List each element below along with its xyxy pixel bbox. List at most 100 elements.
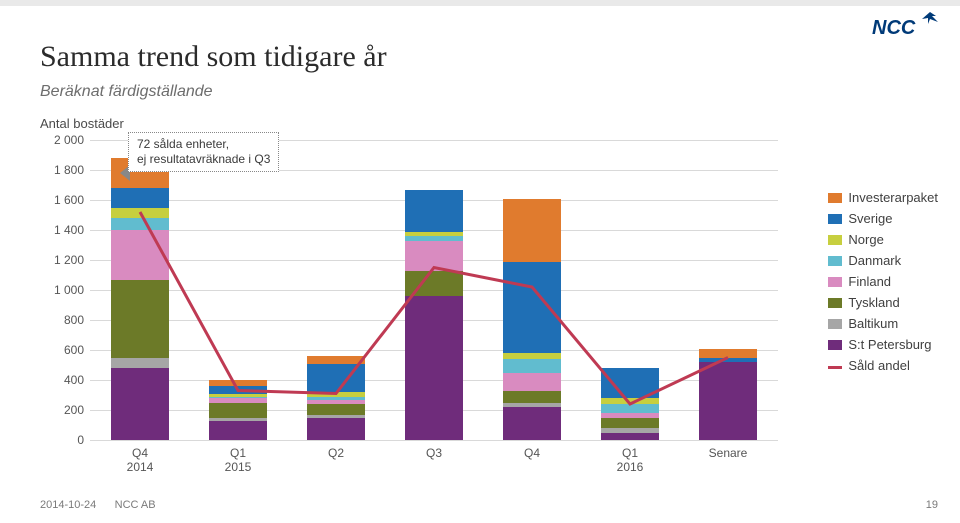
bar-segment-stpetersburg (209, 421, 267, 441)
bar-segment-stpetersburg (307, 418, 365, 441)
y-tick-label: 1 200 (40, 253, 84, 267)
bar-segment-investerarpaket (699, 349, 757, 358)
legend-swatch (828, 340, 842, 350)
y-tick-label: 1 600 (40, 193, 84, 207)
bar-segment-baltikum (307, 415, 365, 418)
legend-label: Investerarpaket (848, 190, 938, 205)
legend-label: Baltikum (848, 316, 898, 331)
legend-item: S:t Petersburg (828, 337, 938, 352)
legend-swatch (828, 319, 842, 329)
y-tick-label: 2 000 (40, 133, 84, 147)
callout-line2: ej resultatavräknade i Q3 (137, 152, 270, 167)
plot-area (90, 140, 778, 440)
ncc-logo: NCC (872, 10, 942, 45)
bar-segment-danmark (307, 397, 365, 400)
y-tick-label: 1 400 (40, 223, 84, 237)
legend-item: Finland (828, 274, 938, 289)
svg-text:NCC: NCC (872, 17, 916, 39)
legend-label: S:t Petersburg (848, 337, 931, 352)
bar-segment-norge (503, 353, 561, 359)
bar-segment-finland (405, 241, 463, 271)
y-tick-label: 400 (40, 373, 84, 387)
legend-label: Finland (848, 274, 891, 289)
bar-segment-finland (111, 230, 169, 280)
legend-label: Danmark (848, 253, 901, 268)
bar-segment-danmark (405, 236, 463, 241)
bar-segment-danmark (503, 359, 561, 373)
legend-swatch (828, 256, 842, 266)
bar-segment-tyskland (503, 391, 561, 403)
bar-segment-stpetersburg (601, 433, 659, 441)
x-tick-label: Q4 (483, 446, 581, 460)
bar-segment-finland (503, 373, 561, 391)
legend-item: Danmark (828, 253, 938, 268)
bar-segment-danmark (111, 218, 169, 230)
bar-segment-finland (307, 400, 365, 405)
page-number: 19 (926, 499, 938, 511)
legend-swatch (828, 298, 842, 308)
x-tick-label: Q12016 (581, 446, 679, 475)
legend-swatch (828, 214, 842, 224)
bar-segment-sverige (405, 190, 463, 232)
bar-segment-stpetersburg (503, 407, 561, 440)
chart-area: 02004006008001 0001 2001 4001 6001 8002 … (38, 140, 778, 460)
bar-segment-investerarpaket (209, 380, 267, 386)
bar-segment-baltikum (111, 358, 169, 369)
gridline (90, 440, 778, 441)
page-title: Samma trend som tidigare år (40, 40, 387, 74)
legend-item: Baltikum (828, 316, 938, 331)
bar-segment-norge (111, 208, 169, 219)
bar-segment-danmark (209, 397, 267, 399)
page-title-text: Samma trend som tidigare år (40, 40, 387, 73)
x-tick-label: Senare (679, 446, 777, 460)
legend-label: Tyskland (848, 295, 899, 310)
bar-segment-sverige (111, 188, 169, 208)
legend: InvesterarpaketSverigeNorgeDanmarkFinlan… (828, 190, 938, 379)
y-tick-label: 800 (40, 313, 84, 327)
callout-line1: 72 sålda enheter, (137, 137, 270, 152)
bar-segment-sverige (601, 368, 659, 398)
legend-item: Investerarpaket (828, 190, 938, 205)
bar-segment-tyskland (209, 403, 267, 418)
bar-segment-investerarpaket (503, 199, 561, 262)
legend-label: Sverige (848, 211, 892, 226)
bar-segment-finland (601, 413, 659, 418)
callout-box: 72 sålda enheter, ej resultatavräknade i… (128, 132, 279, 172)
footer-date: 2014-10-24 (40, 499, 96, 511)
bar-segment-stpetersburg (699, 362, 757, 440)
bar-segment-stpetersburg (405, 296, 463, 440)
footer-company: NCC AB (115, 499, 156, 511)
bar-segment-sverige (307, 364, 365, 393)
bar-segment-norge (307, 392, 365, 397)
legend-swatch (828, 193, 842, 203)
x-tick-label: Q12015 (189, 446, 287, 475)
bar-segment-sverige (699, 358, 757, 363)
bar-segment-danmark (601, 404, 659, 413)
legend-item: Sverige (828, 211, 938, 226)
bar-segment-norge (209, 394, 267, 397)
footer: 2014-10-24 NCC AB (40, 499, 156, 511)
y-tick-label: 600 (40, 343, 84, 357)
slide: NCC Samma trend som tidigare år Beräknat… (0, 0, 960, 523)
bar-segment-sverige (503, 262, 561, 354)
x-tick-label: Q42014 (91, 446, 189, 475)
legend-swatch (828, 366, 842, 369)
bar-segment-baltikum (209, 418, 267, 421)
x-tick-label: Q2 (287, 446, 385, 460)
bar-segment-tyskland (405, 271, 463, 297)
legend-swatch (828, 235, 842, 245)
bar-segment-tyskland (111, 280, 169, 358)
y-tick-label: 200 (40, 403, 84, 417)
legend-item: Såld andel (828, 358, 938, 373)
bar-segment-sverige (209, 386, 267, 394)
bar-segment-stpetersburg (111, 368, 169, 440)
legend-label: Såld andel (848, 358, 909, 373)
bar-segment-baltikum (601, 428, 659, 433)
x-tick-label: Q3 (385, 446, 483, 460)
bar-segment-finland (209, 398, 267, 403)
bar-segment-baltikum (503, 403, 561, 408)
y-tick-label: 1 800 (40, 163, 84, 177)
bar-segment-investerarpaket (307, 356, 365, 364)
y-tick-label: 1 000 (40, 283, 84, 297)
y-axis-label: Antal bostäder (40, 116, 124, 131)
